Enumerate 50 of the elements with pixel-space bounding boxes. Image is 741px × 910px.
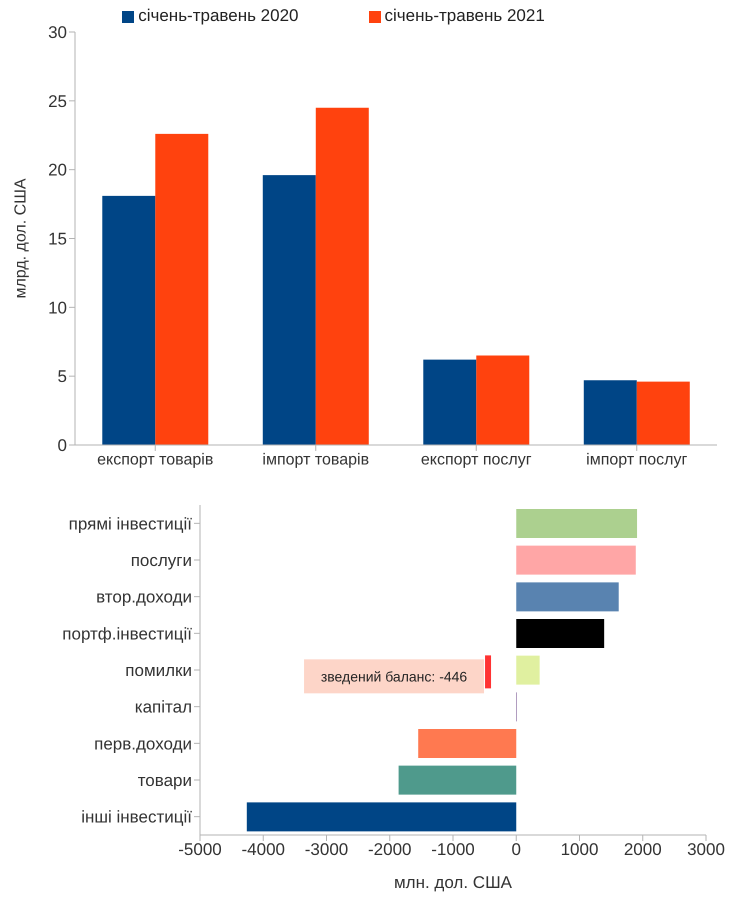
y-tick-label: 30: [48, 23, 67, 42]
x-tick-label: імпорт товарів: [262, 451, 370, 468]
y-tick-label: товари: [138, 771, 192, 790]
ref-line-label: зведений баланс: -446: [320, 668, 468, 684]
y-tick-label: 5: [58, 367, 67, 386]
y-tick-label: 20: [48, 160, 67, 180]
x-tick-label: -5000: [178, 840, 222, 860]
bar: [516, 656, 540, 685]
bar: [584, 380, 637, 445]
y-tick-label: прямі інвестиції: [68, 514, 192, 534]
y-tick-label: послуги: [130, 551, 192, 570]
y-tick-label: помилки: [125, 661, 192, 680]
bar: [262, 175, 316, 445]
x-tick-label: 3000: [687, 840, 725, 860]
bar: [316, 108, 369, 445]
y-tick-label: інші інвестиції: [81, 808, 192, 827]
legend-label: січень-травень 2020: [138, 6, 298, 25]
bar: [516, 582, 619, 612]
bar: [398, 766, 516, 795]
x-tick-label: 0: [512, 840, 521, 860]
y-tick-label: 0: [58, 436, 67, 456]
x-tick-label: 2000: [624, 840, 662, 860]
bar: [246, 802, 516, 832]
x-tick-label: імпорт послуг: [586, 451, 688, 468]
x-tick-label: -4000: [242, 840, 285, 860]
x-tick-label: -1000: [431, 840, 475, 860]
y-tick-label: 15: [48, 230, 67, 249]
x-tick-label: -2000: [368, 840, 412, 860]
x-axis-title: млн. дол. США: [394, 873, 513, 892]
x-tick-label: -3000: [304, 840, 348, 860]
bar: [423, 360, 476, 445]
y-axis-title: млрд. дол. США: [12, 178, 30, 299]
bar: [516, 509, 638, 538]
y-tick-label: 10: [48, 298, 67, 318]
y-tick-label: перв.доходи: [94, 734, 192, 754]
bar: [155, 134, 208, 445]
bar: [636, 382, 690, 445]
bar: [418, 729, 516, 758]
bar: [476, 356, 530, 445]
y-tick-label: 25: [48, 92, 67, 111]
legend-label: січень-травень 2021: [384, 6, 545, 25]
x-tick-label: 1000: [560, 840, 598, 860]
y-tick-label: портф.інвестиції: [62, 624, 192, 644]
bar: [516, 546, 636, 575]
y-tick-label: втор.доходи: [96, 588, 192, 607]
x-tick-label: експорт товарів: [97, 451, 214, 468]
bar: [102, 196, 156, 445]
x-tick-label: експорт послуг: [420, 451, 532, 468]
y-tick-label: капітал: [134, 698, 192, 717]
bar: [516, 619, 604, 648]
